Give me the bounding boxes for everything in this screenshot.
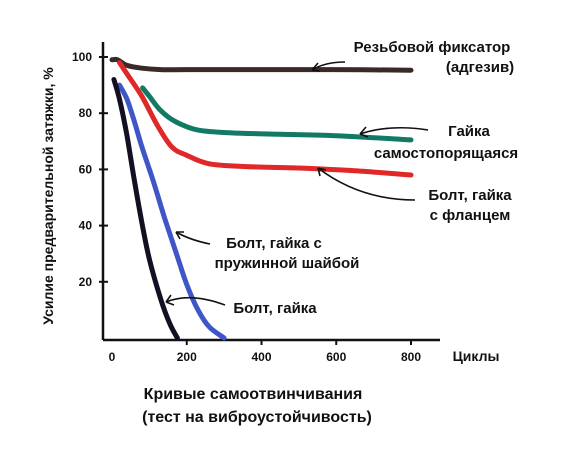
- tick-marks: [99, 56, 412, 345]
- arrowhead-adhesive: [311, 62, 321, 72]
- arrow-locknut: [359, 126, 429, 135]
- annotation-arrows: [165, 61, 429, 306]
- chart-subtitle: (тест на виброустойчивость): [142, 409, 372, 426]
- series-line-flange: [117, 60, 414, 178]
- series-line-locknut: [140, 85, 414, 143]
- series-line-plain-bolt: [111, 77, 180, 341]
- arrow-plain: [165, 296, 226, 306]
- arrowhead-flange: [317, 167, 327, 177]
- label-spring-line1: Болт, гайка с: [226, 235, 322, 252]
- label-spring-line2: пружинной шайбой: [215, 255, 360, 272]
- y-tick-label: 100: [72, 50, 92, 64]
- label-plain-line1: Болт, гайка: [233, 300, 317, 317]
- arrowhead-spring: [175, 231, 184, 240]
- series-line-spring-washer: [117, 82, 227, 341]
- x-tick-label: 600: [326, 350, 346, 364]
- x-axis-title: Циклы: [453, 348, 500, 364]
- chart-title: Кривые самоотвинчивания: [144, 386, 363, 403]
- y-tick-label: 20: [79, 275, 93, 289]
- series-lines: [109, 56, 414, 341]
- label-adhesive-line2: (адгезив): [446, 59, 514, 76]
- y-tick-label: 60: [79, 162, 93, 176]
- y-tick-label: 40: [79, 219, 93, 233]
- arrowhead-plain: [165, 294, 175, 306]
- label-locknut-line1: Гайка: [448, 123, 490, 140]
- x-tick-label: 0: [109, 350, 116, 364]
- arrow-flange: [317, 167, 416, 201]
- arrow-spring: [175, 231, 211, 245]
- x-tick-label: 200: [177, 350, 197, 364]
- label-flange-line1: Болт, гайка: [428, 187, 512, 204]
- arrowhead-locknut: [359, 126, 369, 138]
- x-tick-label: 400: [251, 350, 271, 364]
- tick-labels: 0 200 400 600 800 100 80 60 40 20: [72, 50, 421, 364]
- series-line-adhesive: [109, 56, 414, 73]
- x-tick-label: 800: [401, 350, 421, 364]
- arrow-adhesive: [311, 61, 346, 71]
- y-axis-title: Усилие предварительной затяжки, %: [40, 67, 56, 325]
- label-adhesive-line1: Резьбовой фиксатор: [354, 39, 511, 56]
- label-flange-line2: с фланцем: [430, 207, 511, 224]
- axes: [101, 42, 440, 342]
- label-locknut-line2: самостопорящаяся: [374, 145, 518, 162]
- y-tick-label: 80: [79, 106, 93, 120]
